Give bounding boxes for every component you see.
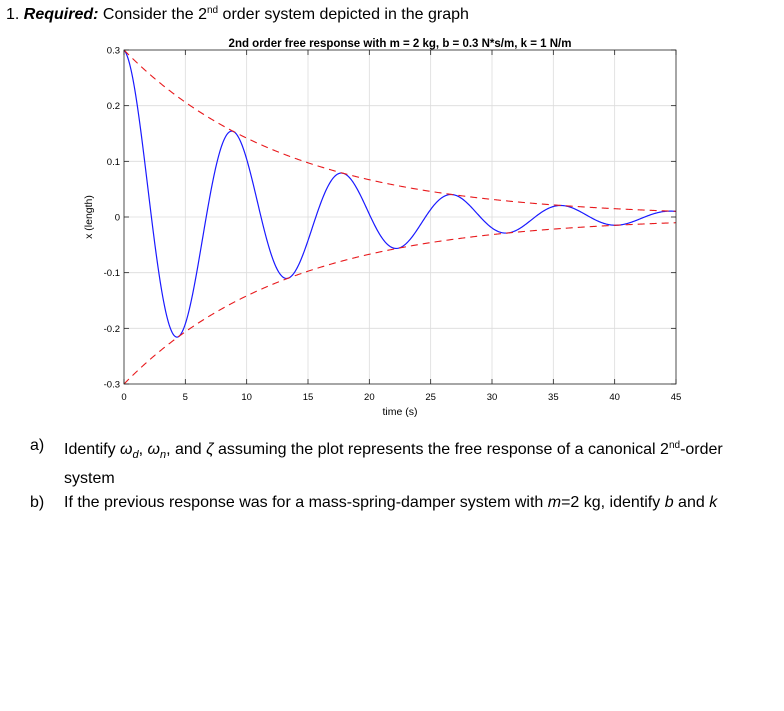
x-tick-label: 15 [303,392,314,403]
x-axis-label: time (s) [383,406,418,418]
chart-title: 2nd order free response with m = 2 kg, b… [229,38,572,50]
axis-ticks: 0 5 10 15 20 25 30 35 40 45 -0.3 -0.2 -0.1 0 0.1 0.2 0.3 [104,46,682,404]
part-a-letter: a) [30,437,45,454]
response-line [123,49,677,338]
y-tick-label: 0.3 [107,46,120,57]
question-number: 1. [6,6,20,23]
mass-symbol: m [547,494,562,512]
question-superscript: nd [206,5,219,16]
part-b-text-1: If the previous response was for a mass-… [64,494,548,512]
part-b-text-3: and [673,494,710,512]
x-tick-label: 20 [364,392,375,403]
damping-symbol: b [664,494,674,512]
x-tick-label: 40 [609,392,620,403]
plot-series [123,49,677,385]
omega-d-subscript: d [132,449,139,462]
question-text-before: Consider the 2 [102,6,207,23]
omega-d-symbol: ω [120,441,133,458]
x-tick-label: 30 [487,392,498,403]
part-a-separator: , [138,441,148,458]
part-a-text-1: Identify [64,441,121,458]
x-tick-label: 25 [425,392,436,403]
response-plot: 0 5 10 15 20 25 30 35 40 45 -0.3 -0.2 -0.1 0 0.1 0.2 0.3… [83,38,682,418]
y-tick-label: -0.3 [104,380,120,391]
y-axis-label: x (length) [83,195,95,239]
x-tick-label: 5 [183,392,188,403]
y-tick-label: -0.2 [104,324,120,335]
x-tick-label: 45 [671,392,682,403]
omega-n-subscript: n [159,449,167,462]
part-b-letter: b) [30,494,45,512]
y-tick-label: 0 [115,213,120,224]
zeta-symbol: ζ [206,441,214,458]
omega-n-symbol: ω [147,441,160,458]
required-label: Required: [23,6,99,23]
part-a-text-4: -order system [64,441,723,488]
question-header: 1. Required: Consider the 2nd order syst… [6,0,469,26]
question-text-after: order system depicted in the graph [218,6,469,23]
x-tick-label: 35 [548,392,559,403]
part-b-text-2: =2 kg, identify [561,494,665,512]
part-a-superscript: nd [668,440,681,451]
part-a-text-2: , and [166,441,207,458]
part-a: a) Identify ωd, ωn, and ζ assuming the p… [30,434,770,491]
x-tick-label: 10 [241,392,252,403]
part-a-text-3: assuming the plot represents the free re… [213,441,669,458]
y-tick-label: -0.1 [104,268,120,279]
y-tick-label: 0.1 [107,157,120,168]
x-tick-label: 0 [121,392,126,403]
question-parts: a) Identify ωd, ωn, and ζ assuming the p… [30,434,770,515]
stiffness-symbol: k [709,494,718,512]
upper-envelope-line [123,49,677,212]
lower-envelope-line [123,222,677,385]
grid [124,50,676,384]
y-tick-label: 0.2 [107,101,120,112]
part-b: b) If the previous response was for a ma… [30,491,770,515]
